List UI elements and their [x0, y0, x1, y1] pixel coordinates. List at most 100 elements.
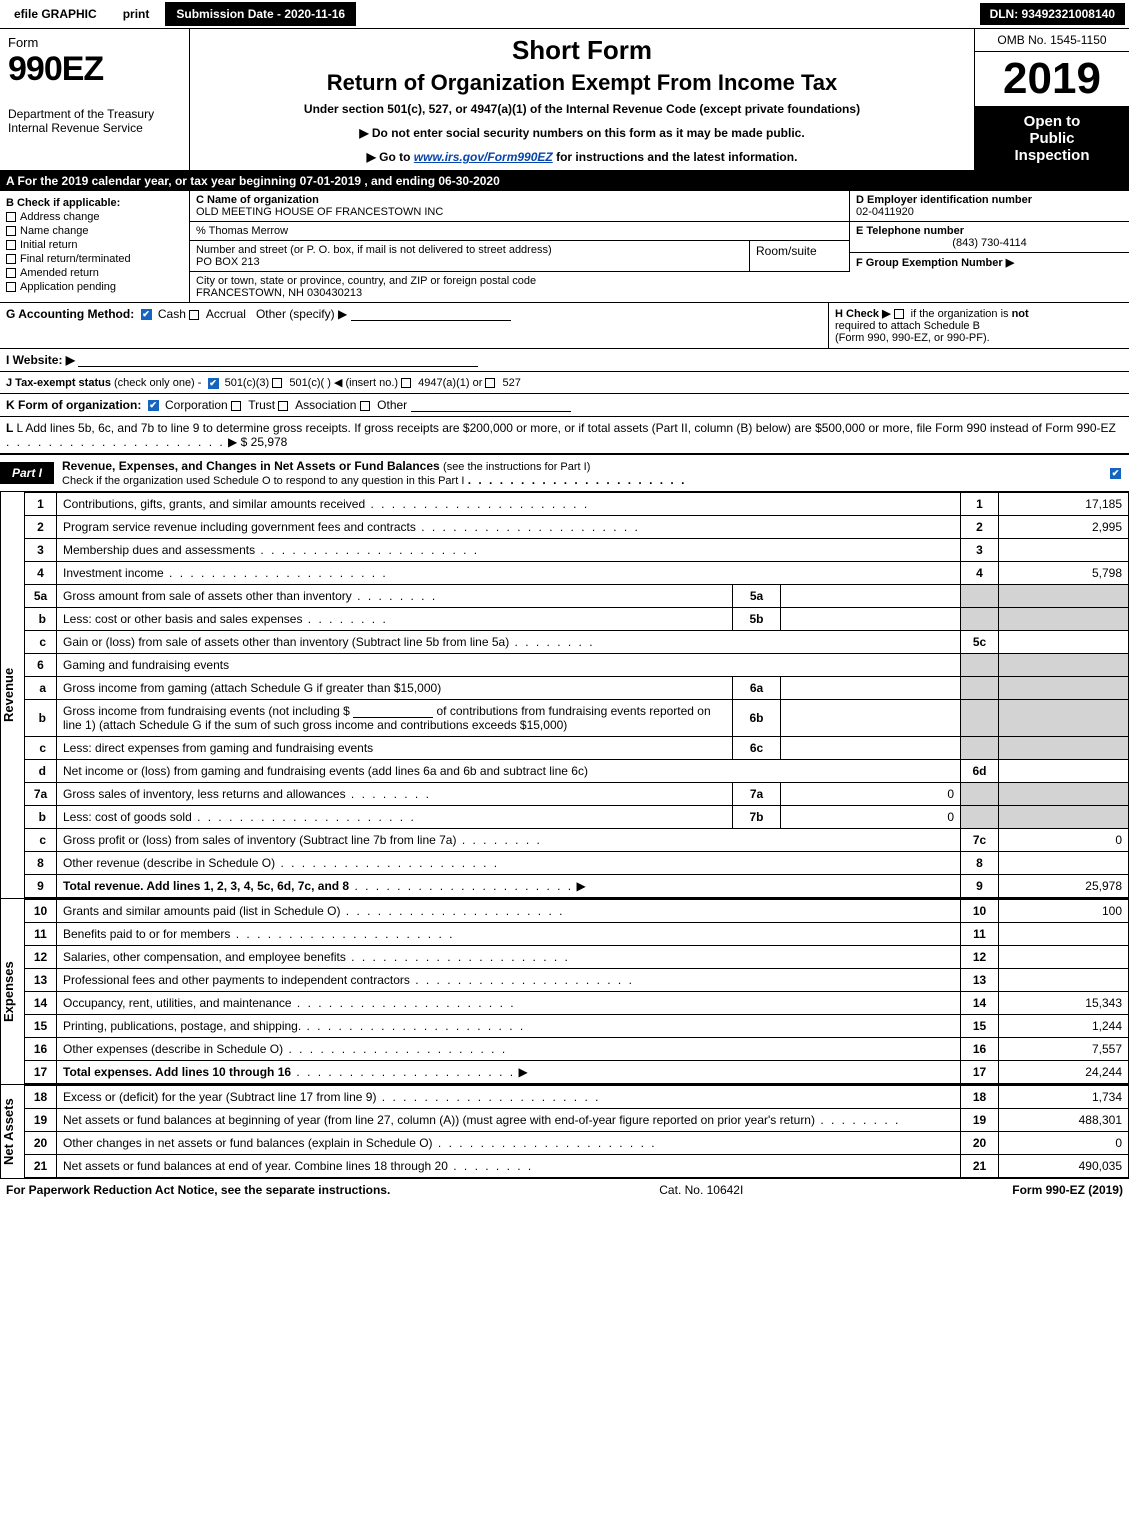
line-5a: 5a Gross amount from sale of assets othe…: [25, 585, 1129, 608]
dots-icon: [509, 635, 594, 649]
sub-amount: [781, 737, 961, 760]
checkbox-icon: [6, 282, 16, 292]
checkbox-icon[interactable]: [278, 401, 288, 411]
chk-name[interactable]: Name change: [6, 225, 183, 237]
dots-icon: [292, 996, 516, 1010]
line-ref: 13: [961, 969, 999, 992]
expenses-section: Expenses 10 Grants and similar amounts p…: [0, 899, 1129, 1085]
section-j: J Tax-exempt status (check only one) - ✔…: [0, 372, 1129, 394]
checkbox-checked-icon[interactable]: ✔: [208, 378, 219, 389]
sub-amount: [781, 677, 961, 700]
h-text1: if the organization is: [911, 308, 1012, 320]
shade-cell: [961, 677, 999, 700]
netassets-side-label: Net Assets: [0, 1085, 24, 1178]
line-num: c: [25, 829, 57, 852]
line-ref: 4: [961, 562, 999, 585]
part1-title-text: Revenue, Expenses, and Changes in Net As…: [62, 459, 440, 473]
dots-icon: [456, 833, 541, 847]
line-desc: Program service revenue including govern…: [63, 520, 416, 534]
dots-icon: [468, 473, 687, 487]
h-not: not: [1012, 308, 1029, 320]
chk-amended[interactable]: Amended return: [6, 267, 183, 279]
dots-icon: [275, 856, 499, 870]
line-desc: Contributions, gifts, grants, and simila…: [63, 497, 365, 511]
line-desc: Gaming and fundraising events: [57, 654, 961, 677]
section-c: C Name of organization OLD MEETING HOUSE…: [190, 191, 849, 302]
chk-initial[interactable]: Initial return: [6, 239, 183, 251]
checkbox-icon[interactable]: [272, 378, 282, 388]
checkbox-checked-icon[interactable]: ✔: [141, 309, 152, 320]
line-desc: Gross amount from sale of assets other t…: [63, 589, 352, 603]
line-amount: [999, 969, 1129, 992]
entity-section: B Check if applicable: Address change Na…: [0, 191, 1129, 303]
chk-address[interactable]: Address change: [6, 211, 183, 223]
revenue-side-label: Revenue: [0, 492, 24, 898]
line-ref: 9: [961, 875, 999, 898]
j-sub: (check only one) -: [114, 377, 201, 389]
line-num: 17: [25, 1061, 57, 1084]
line-7a: 7a Gross sales of inventory, less return…: [25, 783, 1129, 806]
line-desc: Other revenue (describe in Schedule O): [63, 856, 275, 870]
shade-cell: [961, 700, 999, 737]
line-desc: Gross profit or (loss) from sales of inv…: [63, 833, 456, 847]
dots-icon: [255, 543, 479, 557]
dots-icon: [230, 927, 454, 941]
line-desc: Investment income: [63, 566, 164, 580]
line-5b: b Less: cost or other basis and sales ex…: [25, 608, 1129, 631]
line-desc: Net assets or fund balances at end of ye…: [63, 1159, 448, 1173]
line-ref: 8: [961, 852, 999, 875]
section-i: I Website: ▶: [0, 349, 1129, 372]
footer-center: Cat. No. 10642I: [659, 1183, 743, 1197]
line-amount: [999, 852, 1129, 875]
no-ssn-line: ▶ Do not enter social security numbers o…: [198, 126, 966, 140]
street-row: Number and street (or P. O. box, if mail…: [190, 241, 849, 271]
g-other-blank: [351, 320, 511, 321]
form-header: Form 990EZ Department of the Treasury In…: [0, 28, 1129, 171]
checkbox-icon[interactable]: [401, 378, 411, 388]
checkbox-icon[interactable]: [360, 401, 370, 411]
line-21: 21 Net assets or fund balances at end of…: [25, 1155, 1129, 1178]
k-label: K Form of organization:: [6, 398, 141, 412]
print-button[interactable]: print: [113, 3, 160, 25]
checkbox-icon[interactable]: [231, 401, 241, 411]
arrow-icon: ▶: [576, 879, 585, 893]
open-line2: Public: [979, 130, 1125, 147]
line-num: 19: [25, 1109, 57, 1132]
line-amount: 5,798: [999, 562, 1129, 585]
section-l: L L Add lines 5b, 6c, and 7b to line 9 t…: [0, 417, 1129, 454]
city-row: City or town, state or province, country…: [190, 271, 849, 302]
checkbox-checked-icon[interactable]: ✔: [148, 400, 159, 411]
line-num: a: [25, 677, 57, 700]
g-accrual: Accrual: [206, 307, 246, 321]
line-1: 1 Contributions, gifts, grants, and simi…: [25, 493, 1129, 516]
k-other-blank: [411, 411, 571, 412]
submission-date-badge: Submission Date - 2020-11-16: [165, 2, 356, 26]
line-amount: [999, 631, 1129, 654]
shade-cell: [999, 783, 1129, 806]
irs-link[interactable]: www.irs.gov/Form990EZ: [414, 150, 553, 164]
chk-pending[interactable]: Application pending: [6, 281, 183, 293]
part1-sub: (see the instructions for Part I): [443, 461, 590, 473]
line-ref: 6d: [961, 760, 999, 783]
line-num: d: [25, 760, 57, 783]
checkbox-checked-icon[interactable]: ✔: [1110, 468, 1121, 479]
checkbox-icon[interactable]: [894, 309, 904, 319]
efile-label: efile GRAPHIC: [4, 3, 107, 25]
dots-icon: [283, 1042, 507, 1056]
line-amount: 24,244: [999, 1061, 1129, 1084]
checkbox-icon[interactable]: [189, 310, 199, 320]
line-num: 21: [25, 1155, 57, 1178]
sub-amount: [781, 608, 961, 631]
revenue-table: 1 Contributions, gifts, grants, and simi…: [24, 492, 1129, 898]
section-b: B Check if applicable: Address change Na…: [0, 191, 190, 302]
chk-final[interactable]: Final return/terminated: [6, 253, 183, 265]
part1-header: Part I Revenue, Expenses, and Changes in…: [0, 454, 1129, 492]
h-text3: (Form 990, 990-EZ, or 990-PF).: [835, 332, 990, 344]
line-num: 3: [25, 539, 57, 562]
line-18: 18 Excess or (deficit) for the year (Sub…: [25, 1086, 1129, 1109]
ein-value: 02-0411920: [856, 206, 914, 218]
line-ref: 1: [961, 493, 999, 516]
checkbox-icon[interactable]: [485, 378, 495, 388]
shade-cell: [999, 654, 1129, 677]
line-desc: Excess or (deficit) for the year (Subtra…: [63, 1090, 376, 1104]
